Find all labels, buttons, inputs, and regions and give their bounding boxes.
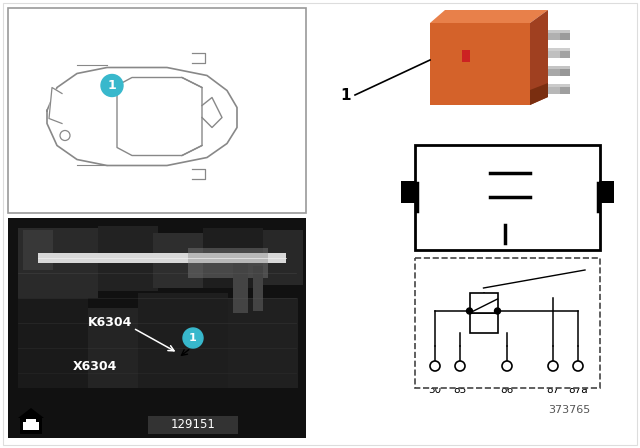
Bar [88,308,138,388]
Text: 87: 87 [547,385,559,395]
Bar [462,50,470,62]
Polygon shape [49,87,62,124]
Text: 85: 85 [572,190,588,203]
Text: 1: 1 [189,333,197,343]
Bar [415,258,600,388]
Polygon shape [530,83,548,105]
Circle shape [60,130,70,141]
Bar [253,266,263,311]
Bar [401,181,416,203]
Bar [560,69,570,76]
Bar [548,66,570,76]
Polygon shape [202,98,222,128]
Bar [26,419,36,423]
Text: K6304: K6304 [88,316,132,329]
Text: 86: 86 [482,223,498,236]
Bar [599,181,614,203]
Bar [38,253,286,263]
Bar [188,248,268,278]
Bar [548,48,570,58]
Text: 373765: 373765 [548,405,590,415]
Text: 6: 6 [432,375,438,385]
Bar [148,416,238,434]
Polygon shape [47,68,237,165]
Bar [548,48,570,51]
Bar [203,228,263,288]
Bar [263,230,303,285]
Text: 129151: 129151 [171,418,216,431]
Bar [548,30,570,33]
Polygon shape [192,53,205,64]
Bar [560,87,570,94]
Circle shape [573,361,583,371]
Text: X6304: X6304 [73,359,117,372]
Circle shape [467,308,472,314]
Polygon shape [530,10,548,105]
Bar [548,84,570,94]
Circle shape [548,361,558,371]
Bar [153,233,203,288]
Circle shape [430,361,440,371]
Text: 1: 1 [340,87,351,103]
Bar [18,228,98,298]
Circle shape [495,308,500,314]
Text: 30: 30 [427,190,443,203]
Bar [470,313,497,333]
Polygon shape [430,10,548,23]
Bar [560,33,570,40]
Text: 4: 4 [457,375,463,385]
Text: 30: 30 [428,385,442,395]
Bar [23,230,53,270]
Text: 1: 1 [108,79,116,92]
Bar [560,51,570,58]
Circle shape [101,74,123,96]
Circle shape [502,361,512,371]
Text: 86: 86 [500,385,514,395]
Bar [98,226,158,291]
Text: 87: 87 [495,156,511,169]
Text: 5: 5 [575,375,581,385]
Bar [548,30,570,40]
Bar [470,293,497,313]
Bar [548,66,570,69]
Polygon shape [117,78,202,155]
Bar [415,145,600,250]
Bar [18,298,88,388]
Bar [8,218,306,438]
Polygon shape [192,169,205,180]
Circle shape [455,361,465,371]
Bar [233,263,248,313]
Bar [548,84,570,87]
Text: 8: 8 [504,375,510,385]
Bar [430,23,530,105]
Text: 87a: 87a [568,385,588,395]
Text: 85: 85 [453,385,467,395]
Circle shape [183,328,203,348]
Text: 2: 2 [550,375,556,385]
Bar [8,8,306,213]
Bar [23,422,39,430]
Bar [138,293,228,388]
Text: 87a: 87a [491,181,515,194]
Bar [20,418,42,434]
Polygon shape [18,408,44,418]
Bar [228,298,298,388]
